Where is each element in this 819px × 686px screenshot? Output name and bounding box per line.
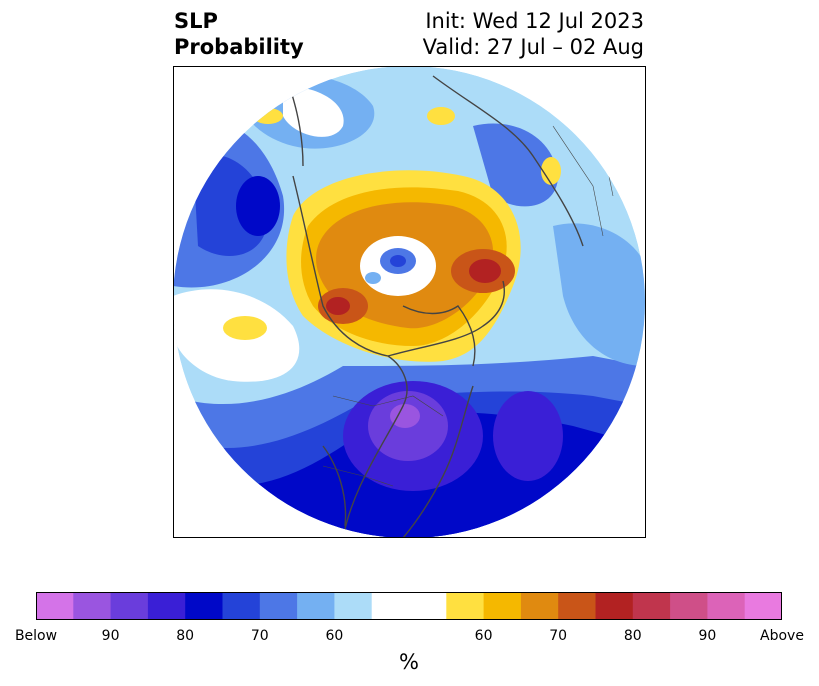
title-variable: SLP [174, 9, 218, 33]
colorbar-cell [409, 592, 447, 620]
colorbar-tick-label: 70 [250, 628, 269, 644]
colorbar-cell [670, 592, 708, 620]
colorbar-cell [334, 592, 373, 620]
colorbar-cell [595, 592, 634, 620]
colorbar-cell [371, 592, 410, 620]
colorbar-cell [36, 592, 74, 620]
colorbar-unit: % [399, 650, 419, 674]
colorbar-cell [147, 592, 186, 620]
colorbar-cell [185, 592, 223, 620]
colorbar-tick-label: Below [14, 628, 58, 644]
coastlines [282, 66, 584, 538]
colorbar-cell [483, 592, 522, 620]
colorbar-cell [222, 592, 261, 620]
colorbar-cell [744, 592, 782, 620]
colorbar-cell [259, 592, 298, 620]
colorbar-tick-label: 60 [325, 628, 344, 644]
colorbar-cell [520, 592, 559, 620]
polar-map [173, 66, 646, 538]
init-date: Init: Wed 12 Jul 2023 [425, 9, 644, 33]
valid-range: Valid: 27 Jul – 02 Aug [422, 35, 644, 59]
colorbar-cell [707, 592, 746, 620]
colorbar-cell [110, 592, 149, 620]
colorbar-tick-label: Above [760, 628, 804, 644]
title-metric: Probability [174, 35, 304, 59]
colorbar-tick-label: 90 [101, 628, 120, 644]
colorbar-tick-label: 80 [176, 628, 195, 644]
chart-title: SLP Probability [174, 8, 304, 60]
chart-dates: Init: Wed 12 Jul 2023 Valid: 27 Jul – 02… [423, 8, 644, 60]
colorbar-frame [36, 592, 782, 620]
colorbar-cell [558, 592, 596, 620]
colorbar-cell [297, 592, 335, 620]
map-frame [173, 66, 646, 538]
colorbar-tick-label: 90 [698, 628, 717, 644]
colorbar-cell [446, 592, 485, 620]
colorbar-tick-label: 60 [474, 628, 493, 644]
colorbar [36, 592, 782, 620]
colorbar-cell [73, 592, 112, 620]
colorbar-cell [632, 592, 671, 620]
colorbar-tick-label: 70 [549, 628, 568, 644]
probability-field [173, 66, 645, 538]
colorbar-tick-label: 80 [623, 628, 642, 644]
